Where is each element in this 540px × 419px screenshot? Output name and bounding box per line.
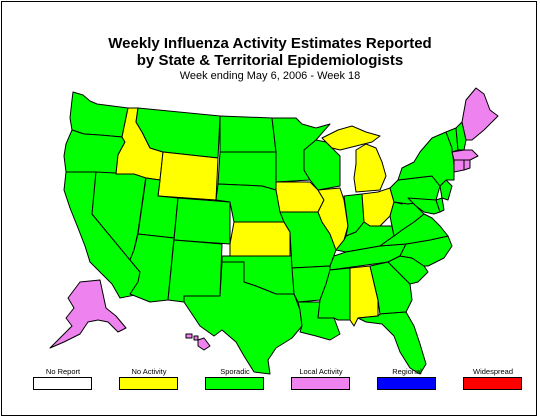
state-mt [135,107,221,159]
state-ri [463,159,471,171]
state-co [173,197,231,245]
state-hi-2 [193,335,199,341]
map-title-line2: by State & Territorial Epidemiologists [136,52,404,69]
state-ct [453,159,465,173]
state-hi-1 [185,333,193,339]
state-wi [303,139,341,191]
legend-swatch-regional [377,377,436,390]
state-hi-3 [197,337,211,351]
legend-label-no-report: No Report [45,367,81,376]
legend-label-no-activity: No Activity [131,367,167,376]
state-ak [49,279,127,349]
state-me [461,87,499,141]
state-fl [357,311,427,375]
state-tx [183,261,303,375]
state-wv [389,197,425,237]
state-nm [167,239,223,303]
state-de [435,197,445,213]
state-mi-upper-peninsula [321,125,381,151]
map-title-line1: Weekly Influenza Activity Estimates Repo… [108,35,432,52]
legend-swatch-no-report [33,377,92,390]
legend-label-regional: Regional [392,367,422,376]
legend-swatch-sporadic [205,377,264,390]
legend-swatch-local-activity [291,377,350,390]
state-wy [157,151,219,201]
state-nd [219,115,277,153]
state-mi [353,143,387,193]
legend-label-local-activity: Local Activity [299,367,343,376]
state-or [63,129,126,175]
state-wa [69,91,129,138]
map-subtitle: Week ending May 6, 2006 - Week 18 [179,70,361,82]
state-az [129,233,175,303]
legend-label-sporadic: Sporadic [220,367,250,376]
legend-swatch-widespread [463,377,522,390]
legend-swatch-no-activity [119,377,178,390]
state-ma [451,149,479,161]
legend-label-widespread: Widespread [472,367,514,376]
state-oh [361,187,395,227]
state-ks [229,221,291,257]
